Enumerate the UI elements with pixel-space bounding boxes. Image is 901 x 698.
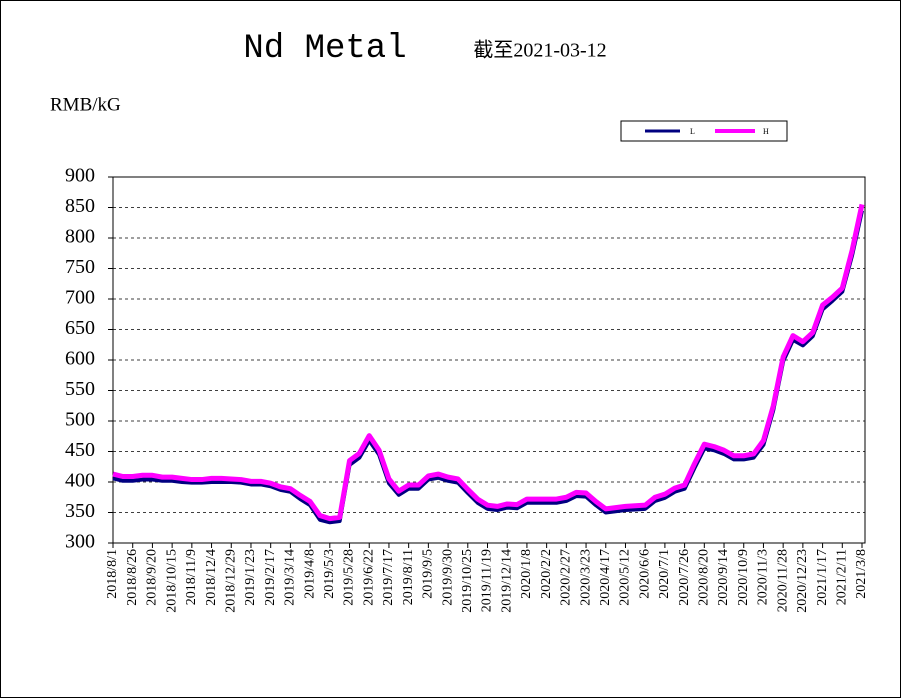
x-tick-label: 2020/1/8 — [519, 549, 534, 599]
y-tick-label: 300 — [65, 531, 95, 553]
y-tick-label: 450 — [65, 439, 95, 461]
x-tick-label: 2019/9/30 — [440, 549, 455, 606]
x-tick-label: 2019/5/3 — [322, 549, 337, 599]
x-tick-label: 2020/8/20 — [697, 549, 712, 606]
x-tick-label: 2020/12/23 — [795, 549, 810, 613]
x-tick-label: 2019/10/25 — [460, 549, 475, 613]
x-tick-label: 2020/10/9 — [736, 549, 751, 606]
y-tick-label: 500 — [65, 409, 95, 431]
x-tick-label: 2019/2/17 — [263, 549, 278, 606]
y-tick-label: 850 — [65, 195, 95, 217]
x-tick-label: 2019/1/23 — [243, 549, 258, 606]
x-tick-label: 2018/12/4 — [204, 549, 219, 606]
legend-label: H — [763, 127, 769, 136]
x-tick-label: 2018/12/29 — [223, 549, 238, 613]
y-axis-label: RMB/kG — [50, 94, 121, 115]
x-tick-label: 2021/1/17 — [815, 549, 830, 606]
x-tick-label: 2020/11/3 — [756, 549, 771, 605]
x-tick-label: 2020/4/17 — [598, 549, 613, 606]
x-tick-label: 2019/11/19 — [480, 549, 495, 612]
x-tick-label: 2020/7/26 — [677, 549, 692, 606]
x-tick-label: 2018/8/26 — [125, 549, 140, 606]
y-tick-label: 400 — [65, 470, 95, 492]
y-tick-label: 650 — [65, 317, 95, 339]
y-tick-label: 600 — [65, 348, 95, 370]
x-tick-label: 2019/4/8 — [302, 549, 317, 599]
line-series — [112, 210, 864, 525]
x-tick-label: 2020/6/6 — [637, 549, 652, 599]
x-tick-label: 2018/11/9 — [184, 549, 199, 605]
y-tick-label: 900 — [65, 165, 95, 187]
plot-border — [112, 176, 866, 544]
y-tick-label: 550 — [65, 378, 95, 400]
x-tick-label: 2021/3/8 — [854, 549, 869, 599]
x-tick-label: 2019/7/17 — [381, 549, 396, 606]
plot-area — [113, 177, 865, 543]
x-tick-label: 2018/8/1 — [105, 549, 120, 599]
x-tick-label: 2019/5/28 — [342, 549, 357, 606]
y-tick-label: 700 — [65, 287, 95, 309]
x-tick-label: 2020/2/2 — [539, 549, 554, 599]
y-tick-label: 800 — [65, 226, 95, 248]
x-tick-label: 2019/12/14 — [499, 549, 514, 613]
x-tick-label: 2020/7/1 — [657, 549, 672, 599]
chart-title: Nd Metal — [243, 30, 406, 68]
x-tick-label: 2019/6/22 — [361, 549, 376, 606]
legend-label: L — [690, 127, 695, 136]
legend-box — [620, 120, 788, 142]
x-tick-label: 2020/3/23 — [578, 549, 593, 606]
x-tick-label: 2019/9/5 — [421, 549, 436, 599]
x-tick-label: 2020/9/14 — [716, 549, 731, 606]
x-tick-label: 2018/10/15 — [164, 549, 179, 613]
x-tick-label: 2018/9/20 — [145, 549, 160, 606]
y-tick-label: 750 — [65, 256, 95, 278]
line-series — [112, 203, 865, 522]
x-tick-label: 2020/2/27 — [559, 549, 574, 606]
chart-subtitle: 截至2021-03-12 — [473, 39, 606, 62]
x-tick-label: 2019/8/11 — [401, 549, 416, 605]
y-tick-label: 350 — [65, 500, 95, 522]
x-tick-label: 2020/11/28 — [775, 549, 790, 612]
x-tick-label: 2020/5/12 — [618, 549, 633, 606]
x-tick-label: 2021/2/11 — [835, 549, 850, 605]
x-tick-label: 2019/3/14 — [283, 549, 298, 606]
